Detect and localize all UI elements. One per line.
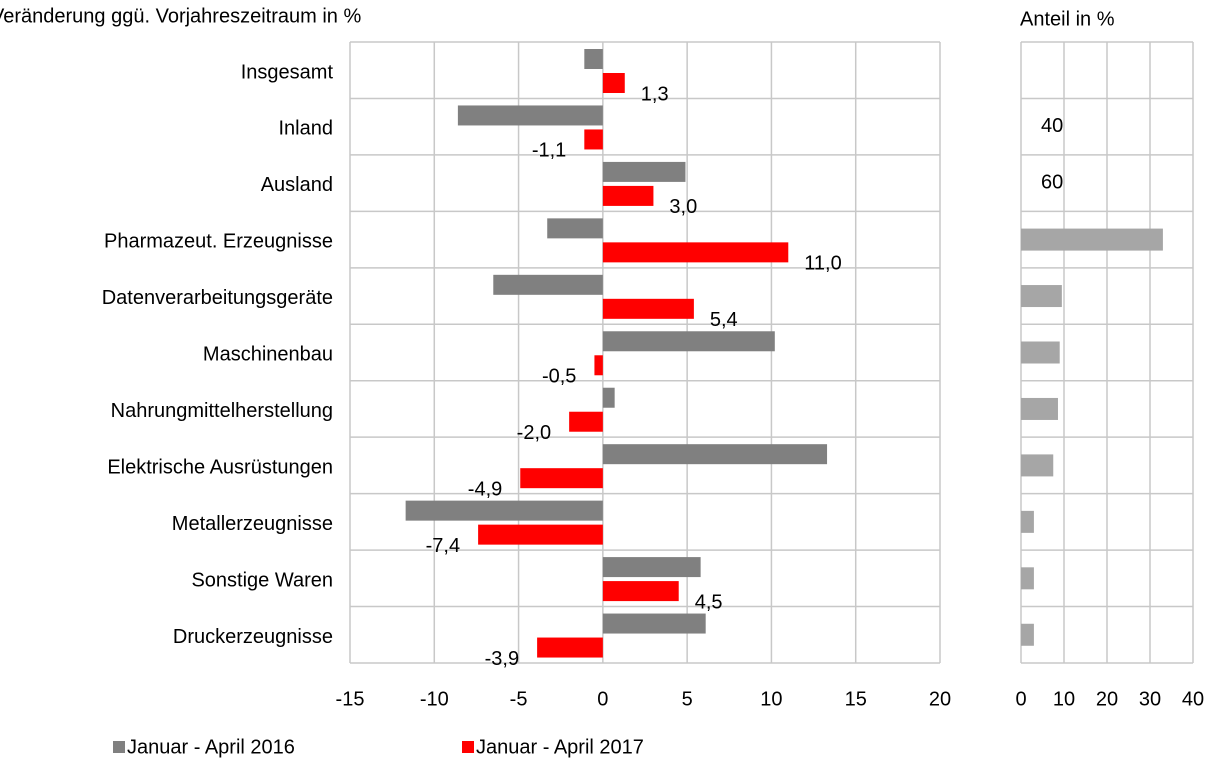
x-tick-label: -10 — [420, 688, 449, 710]
data-label: 60 — [1041, 171, 1063, 193]
bar — [602, 581, 679, 602]
bar — [602, 444, 828, 465]
bar — [478, 524, 603, 545]
bar — [1021, 341, 1060, 364]
category-label: Metallerzeugnisse — [172, 513, 333, 535]
legend-label: Januar - April 2017 — [476, 736, 644, 758]
x-tick-label: -5 — [510, 688, 528, 710]
bar — [493, 274, 603, 295]
legend-label: Januar - April 2016 — [127, 736, 295, 758]
data-label: 40 — [1041, 115, 1063, 137]
category-label: Insgesamt — [241, 61, 334, 83]
bar — [584, 49, 603, 69]
x-tick-label: 0 — [597, 688, 608, 710]
x-tick-label: 10 — [1053, 688, 1075, 710]
bar — [602, 613, 706, 634]
data-label: 4,5 — [695, 591, 723, 613]
x-tick-label: 20 — [1096, 688, 1118, 710]
data-label: 5,4 — [710, 309, 738, 331]
bar — [520, 468, 603, 489]
data-label: -0,5 — [542, 366, 576, 388]
bar — [457, 105, 603, 126]
bar — [1021, 454, 1054, 477]
category-label: Datenverarbeitungsgeräte — [102, 287, 333, 309]
x-tick-label: 30 — [1139, 688, 1161, 710]
legend-swatch — [113, 741, 125, 753]
bar — [602, 331, 775, 352]
bar — [602, 185, 654, 206]
data-label: -3,9 — [485, 648, 519, 670]
category-label: Inland — [279, 118, 334, 140]
data-label: -2,0 — [517, 422, 551, 444]
bar — [602, 557, 701, 578]
bar — [537, 637, 603, 658]
bar — [405, 500, 603, 521]
x-tick-label: 15 — [845, 688, 867, 710]
x-tick-label: 40 — [1182, 688, 1204, 710]
category-label: Sonstige Waren — [191, 569, 333, 591]
x-tick-label: -15 — [336, 688, 365, 710]
chart-title: Veränderung ggü. Vorjahreszeitraum in % — [0, 5, 361, 27]
x-tick-label: 5 — [682, 688, 693, 710]
legend-swatch — [462, 741, 474, 753]
category-label: Nahrungmittelherstellung — [111, 400, 333, 422]
bar — [602, 242, 789, 263]
category-label: Maschinenbau — [203, 344, 333, 366]
data-label: -1,1 — [532, 140, 566, 162]
bar — [1021, 510, 1034, 533]
bar — [1021, 397, 1058, 420]
bar — [1021, 567, 1034, 590]
category-label: Pharmazeut. Erzeugnisse — [104, 231, 333, 253]
x-tick-label: 0 — [1015, 688, 1026, 710]
data-label: 3,0 — [669, 196, 697, 218]
bar — [1021, 623, 1034, 646]
bar — [594, 355, 603, 376]
x-tick-label: 10 — [760, 688, 782, 710]
data-label: 11,0 — [804, 253, 841, 275]
category-label: Ausland — [261, 174, 333, 196]
bar — [602, 73, 625, 93]
bar — [602, 161, 686, 182]
category-label: Elektrische Ausrüstungen — [107, 456, 333, 478]
category-label: Druckerzeugnisse — [173, 626, 333, 648]
data-label: -7,4 — [426, 535, 460, 557]
bar — [569, 411, 603, 432]
bar — [1021, 228, 1163, 251]
bar — [1021, 285, 1062, 308]
bar — [547, 218, 603, 239]
bar — [584, 129, 603, 150]
data-label: -4,9 — [468, 478, 502, 500]
bar — [602, 298, 694, 319]
data-label: 1,3 — [641, 83, 669, 105]
chart-title: Anteil in % — [1020, 8, 1115, 30]
x-tick-label: 20 — [929, 688, 951, 710]
bar — [602, 387, 615, 408]
